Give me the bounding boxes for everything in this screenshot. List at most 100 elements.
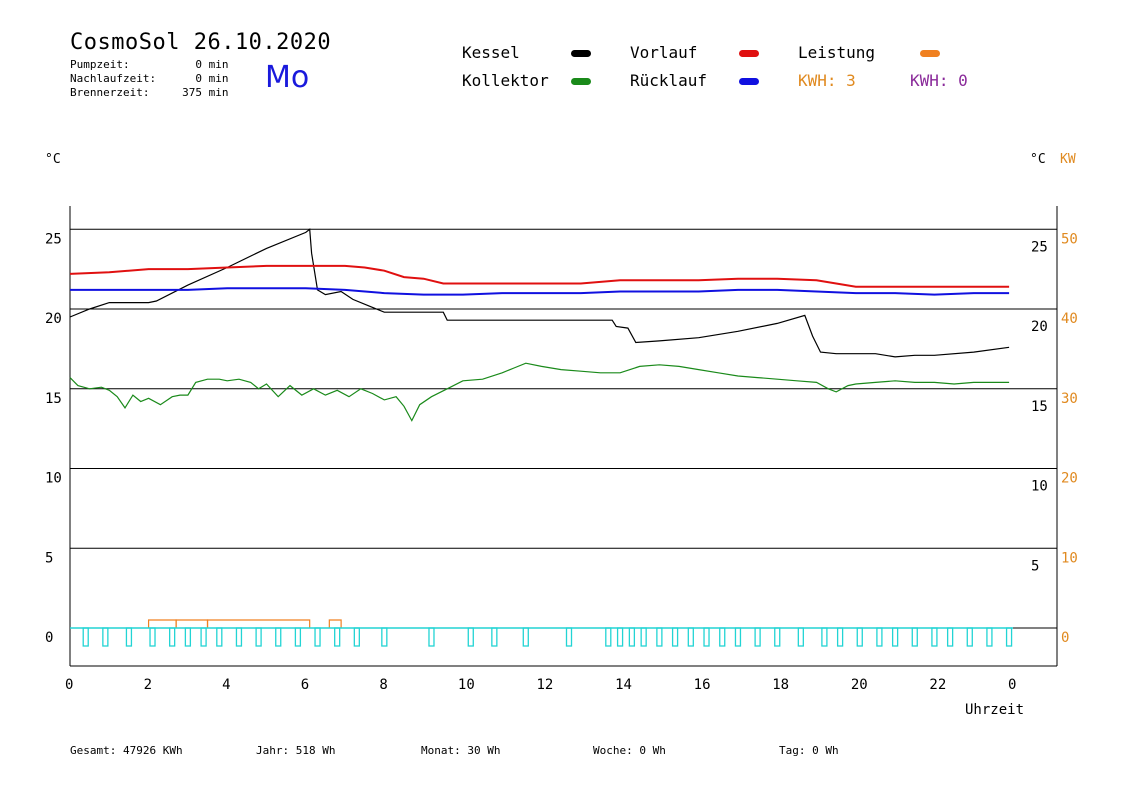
nachlaufzeit-value: 0: [195, 72, 202, 85]
pump-pulse: [491, 627, 498, 647]
nachlaufzeit-label: Nachlaufzeit:: [70, 72, 157, 85]
y-tick-kw: 10: [1061, 550, 1078, 566]
pump-pulse: [184, 627, 192, 647]
pump-pulse: [149, 627, 156, 647]
x-tick: 14: [615, 677, 632, 693]
pumpzeit-label: Pumpzeit:: [70, 58, 130, 71]
x-tick: 4: [222, 677, 230, 693]
series-line: [70, 287, 1010, 296]
pump-pulse: [986, 627, 993, 647]
x-axis-label: Uhrzeit: [965, 702, 1024, 718]
pump-pulse: [703, 627, 710, 647]
footer-jahr: Jahr: 518 Wh: [256, 744, 336, 757]
legend-kollektor-swatch: [571, 78, 591, 85]
series-line: [69, 264, 1010, 288]
x-tick: 22: [929, 677, 946, 693]
leistung-bar: [175, 619, 209, 628]
pump-pulse: [946, 627, 954, 647]
pump-pulse: [605, 627, 612, 647]
brennerzeit-label: Brennerzeit:: [70, 86, 150, 99]
x-tick: 16: [694, 677, 711, 693]
pump-pulse: [169, 627, 176, 647]
pump-pulse: [522, 627, 529, 647]
leistung-bar: [206, 619, 311, 628]
y-axis-unit-right: °C: [1030, 152, 1046, 167]
pump-pulse: [876, 627, 883, 647]
x-tick: 20: [851, 677, 868, 693]
legend-ruecklauf-swatch: [739, 78, 759, 85]
legend-ruecklauf-label: Rücklauf: [630, 71, 708, 90]
brennerzeit-stat: Brennerzeit: 375 min: [70, 86, 229, 99]
pump-pulse: [428, 627, 435, 647]
pump-pulse: [774, 627, 781, 647]
pump-pulse: [891, 627, 899, 647]
y-axis-unit-left: °C: [45, 152, 61, 167]
legend-kessel-label: Kessel: [462, 43, 520, 62]
pump-pulse: [966, 627, 973, 647]
pump-pulse: [200, 627, 207, 647]
x-tick: 10: [458, 677, 475, 693]
y-tick-right: 10: [1031, 479, 1048, 495]
pumpzeit-unit: min: [208, 58, 229, 71]
y-tick-left: 25: [45, 231, 62, 247]
pump-pulse: [656, 627, 663, 647]
pump-pulse: [836, 627, 844, 647]
pump-pulse: [856, 627, 863, 647]
pump-pulse: [565, 627, 573, 647]
y-tick-right: 5: [1031, 558, 1039, 574]
weekday-label: Mo: [265, 60, 310, 95]
brennerzeit-unit: min: [208, 86, 229, 99]
y-tick-kw: 0: [1061, 630, 1069, 646]
y-tick-right: 20: [1031, 319, 1048, 335]
legend-vorlauf-label: Vorlauf: [630, 43, 698, 62]
pump-pulse: [1005, 627, 1013, 647]
pump-pulse: [294, 627, 302, 647]
footer-tag: Tag: 0 Wh: [779, 744, 839, 757]
legend-vorlauf-swatch: [739, 50, 759, 57]
x-tick: 18: [772, 677, 789, 693]
legend-kollektor-label: Kollektor: [462, 71, 549, 90]
nachlaufzeit-unit: min: [208, 72, 229, 85]
pump-pulse: [235, 627, 243, 647]
y-tick-right: 25: [1031, 239, 1048, 255]
x-tick: 8: [379, 677, 387, 693]
y-tick-left: 10: [45, 471, 62, 487]
pump-pulse: [734, 627, 742, 647]
x-tick: 0: [1008, 677, 1016, 693]
legend-leistung-label: Leistung: [798, 43, 876, 62]
footer-gesamt: Gesamt: 47926 KWh: [70, 744, 183, 757]
pump-pulse: [314, 627, 321, 647]
legend-kessel-swatch: [571, 50, 591, 57]
y-tick-kw: 20: [1061, 471, 1078, 487]
pump-pulse: [821, 627, 828, 647]
nachlaufzeit-stat: Nachlaufzeit: 0 min: [70, 72, 229, 85]
pump-pulse: [640, 627, 647, 647]
pump-pulse: [255, 627, 262, 647]
y-tick-left: 5: [45, 550, 53, 566]
pump-pulse: [687, 627, 694, 647]
pump-pulse: [381, 627, 388, 647]
series-line: [69, 362, 1010, 422]
x-tick: 0: [65, 677, 73, 693]
page-title: CosmoSol 26.10.2020: [70, 30, 332, 55]
footer-woche: Woche: 0 Wh: [593, 744, 666, 757]
pump-pulse: [334, 627, 341, 647]
pump-pulse: [931, 627, 938, 647]
footer-monat: Monat: 30 Wh: [421, 744, 501, 757]
x-tick: 12: [537, 677, 554, 693]
kwh-total-1: KWH: 3: [798, 71, 856, 90]
pump-pulse: [353, 627, 360, 647]
y-axis-unit-kw: KW: [1060, 152, 1076, 167]
pump-pulse: [82, 627, 89, 647]
series-line: [69, 228, 1010, 358]
pumpzeit-value: 0: [195, 58, 202, 71]
y-tick-kw: 50: [1061, 231, 1078, 247]
y-tick-kw: 40: [1061, 311, 1078, 327]
pump-pulse: [102, 627, 109, 647]
x-tick: 2: [144, 677, 152, 693]
pump-pulse: [671, 627, 679, 647]
pump-pulse: [125, 627, 133, 647]
pumpzeit-stat: Pumpzeit: 0 min: [70, 58, 229, 71]
leistung-bar: [147, 619, 177, 628]
